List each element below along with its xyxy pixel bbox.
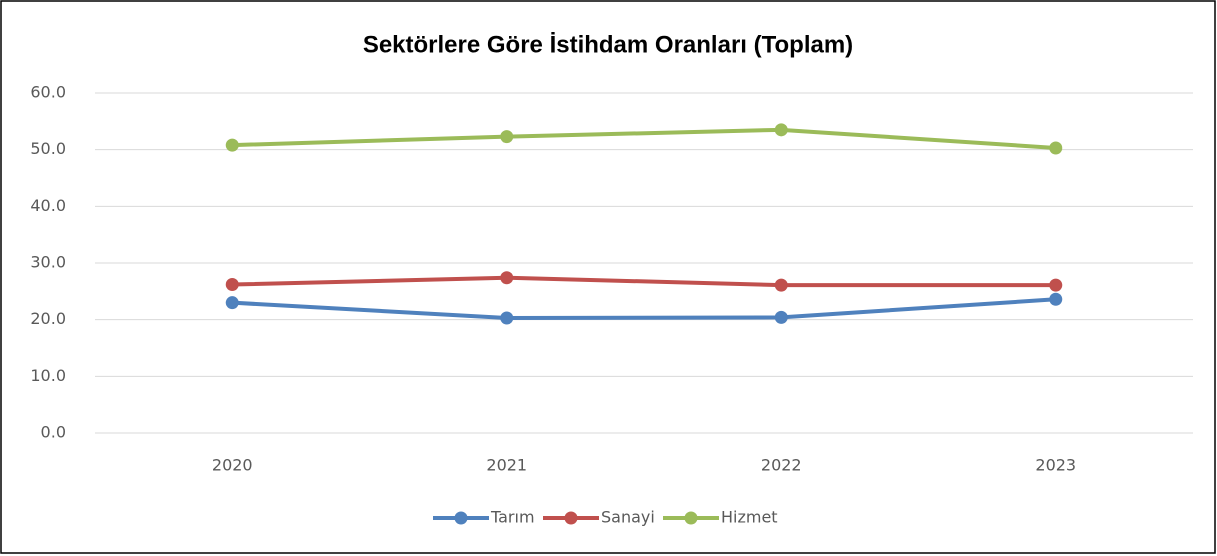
legend-marker (684, 511, 698, 525)
y-tick-label: 30.0 (30, 253, 66, 272)
y-tick-label: 50.0 (30, 139, 66, 158)
legend-label: Hizmet (721, 508, 778, 527)
series-line (232, 297, 1056, 320)
x-tick-label: 2022 (761, 456, 802, 475)
data-point (500, 271, 514, 285)
legend-marker (454, 511, 468, 525)
series-line (232, 127, 1056, 150)
data-point (500, 130, 514, 144)
legend-marker (564, 511, 578, 525)
x-tick-label: 2023 (1035, 456, 1076, 475)
data-point (225, 138, 239, 152)
data-point (774, 123, 788, 137)
x-tick-label: 2020 (212, 456, 253, 475)
data-point (774, 278, 788, 292)
data-point (225, 296, 239, 310)
y-tick-label: 0.0 (41, 423, 66, 442)
data-point (1049, 278, 1063, 292)
x-tick-label: 2021 (486, 456, 527, 475)
data-point (1049, 292, 1063, 306)
chart-title: Sektörlere Göre İstihdam Oranları (Topla… (363, 31, 853, 58)
y-tick-label: 60.0 (30, 83, 66, 102)
series-line (232, 275, 1056, 288)
data-point (1049, 141, 1063, 155)
data-point (500, 311, 514, 325)
legend-label: Sanayi (601, 508, 655, 527)
y-tick-label: 40.0 (30, 196, 66, 215)
legend-label: Tarım (490, 508, 535, 527)
y-tick-label: 20.0 (30, 309, 66, 328)
data-point (774, 310, 788, 324)
data-point (225, 278, 239, 292)
y-tick-label: 10.0 (30, 366, 66, 385)
